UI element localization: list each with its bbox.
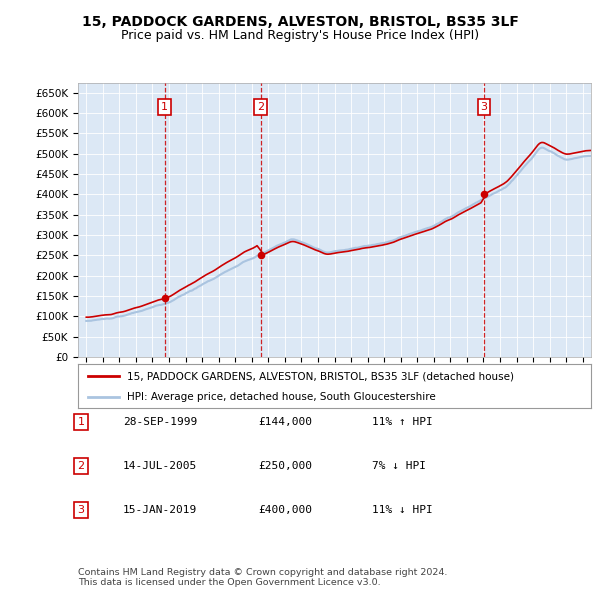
Text: 3: 3 — [77, 506, 85, 515]
Text: 1: 1 — [161, 102, 168, 112]
Text: 11% ↑ HPI: 11% ↑ HPI — [372, 417, 433, 427]
Text: 28-SEP-1999: 28-SEP-1999 — [123, 417, 197, 427]
Text: 11% ↓ HPI: 11% ↓ HPI — [372, 506, 433, 515]
Text: 2: 2 — [257, 102, 264, 112]
Text: 7% ↓ HPI: 7% ↓ HPI — [372, 461, 426, 471]
Text: 1: 1 — [77, 417, 85, 427]
Text: Price paid vs. HM Land Registry's House Price Index (HPI): Price paid vs. HM Land Registry's House … — [121, 30, 479, 42]
Text: £250,000: £250,000 — [258, 461, 312, 471]
Text: 15-JAN-2019: 15-JAN-2019 — [123, 506, 197, 515]
Text: £144,000: £144,000 — [258, 417, 312, 427]
Text: 14-JUL-2005: 14-JUL-2005 — [123, 461, 197, 471]
Text: Contains HM Land Registry data © Crown copyright and database right 2024.
This d: Contains HM Land Registry data © Crown c… — [78, 568, 448, 587]
Text: 3: 3 — [481, 102, 488, 112]
Text: £400,000: £400,000 — [258, 506, 312, 515]
Text: 15, PADDOCK GARDENS, ALVESTON, BRISTOL, BS35 3LF: 15, PADDOCK GARDENS, ALVESTON, BRISTOL, … — [82, 15, 518, 29]
Text: 2: 2 — [77, 461, 85, 471]
Text: HPI: Average price, detached house, South Gloucestershire: HPI: Average price, detached house, Sout… — [127, 392, 436, 402]
Text: 15, PADDOCK GARDENS, ALVESTON, BRISTOL, BS35 3LF (detached house): 15, PADDOCK GARDENS, ALVESTON, BRISTOL, … — [127, 372, 514, 381]
